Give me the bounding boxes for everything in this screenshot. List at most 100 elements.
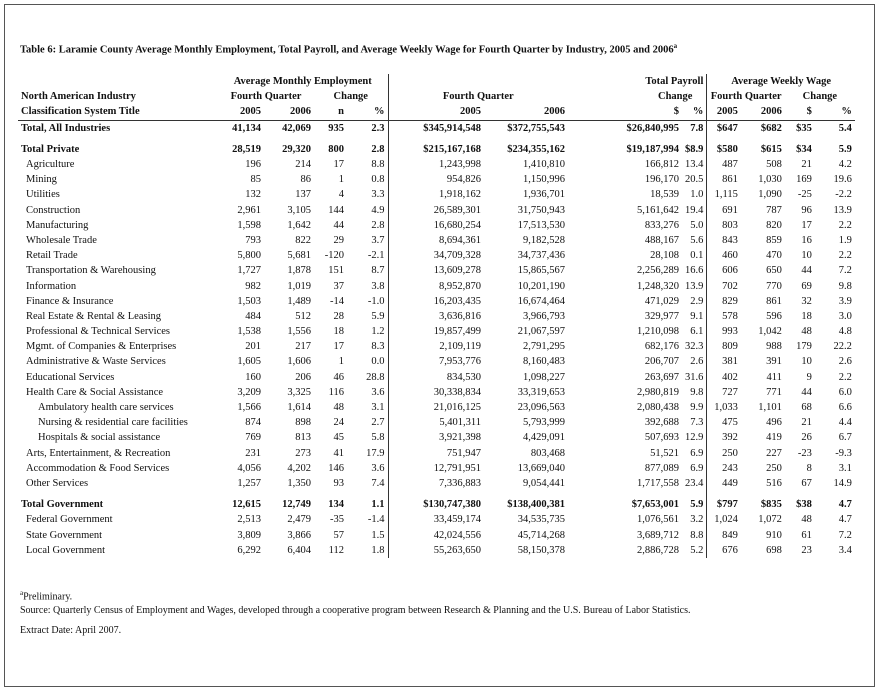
cell-value: 771 (766, 386, 782, 398)
cell-value: 32.3 (682, 339, 708, 355)
cell-value: 484 (245, 310, 261, 322)
cell-value: 1,410,810 (523, 159, 565, 171)
cell-value: 10 (801, 250, 812, 262)
cell-value: $234,355,162 (507, 143, 565, 155)
cell-value: 954,826 (446, 174, 481, 186)
table-row: Wholesale Trade 793 822 29 3.7 8,694,361 9,182… (18, 232, 855, 249)
cell-value: $7,653,001 (631, 499, 679, 511)
cell-value: 3,689,712 (637, 529, 679, 541)
column-header: % (682, 104, 708, 121)
cell-value: 29 (333, 234, 345, 246)
cell-value: 273 (295, 447, 311, 459)
header-row: North American Industry Fourth Quarter C… (18, 89, 855, 105)
cell-value: 769 (245, 432, 261, 444)
cell-value: 1,019 (287, 280, 311, 292)
cell-value: 28,519 (232, 143, 261, 155)
table-row: Mgmt. of Companies & Enterprises 201 217 17… (18, 339, 855, 355)
cell-value: 8,160,483 (523, 356, 565, 368)
subgroup-header: Fourth Quarter (230, 91, 302, 103)
cell-value: -1.0 (347, 293, 389, 309)
row-label: Federal Government (26, 514, 113, 526)
page-frame (4, 4, 875, 687)
cell-value: -14 (330, 295, 344, 307)
cell-value: 3.2 (682, 512, 708, 528)
table-row: Finance & Insurance 1,503 1,489 -14 -1.0 16,2… (18, 293, 855, 309)
cell-value: 34,709,328 (433, 250, 481, 262)
row-label: Nursing & residential care facilities (38, 417, 188, 429)
cell-value: 12,615 (232, 499, 261, 511)
cell-value: 3,866 (287, 529, 311, 541)
cell-value: 1,878 (287, 265, 311, 277)
cell-value: 0.1 (682, 248, 708, 264)
cell-value: 10 (801, 356, 812, 368)
cell-value: 9 (806, 371, 812, 383)
cell-value: 28 (333, 310, 345, 322)
cell-value: 4.8 (838, 326, 852, 338)
cell-value: 227 (766, 447, 782, 459)
cell-value: -120 (324, 250, 344, 262)
cell-value: 3,966,793 (523, 310, 565, 322)
row-label: Professional & Technical Services (26, 326, 170, 338)
cell-value: 1,936,701 (523, 189, 565, 201)
cell-value: 861 (722, 174, 738, 186)
table-row: Real Estate & Rental & Leasing 484 512 28 5.… (18, 308, 855, 324)
cell-value: 250 (766, 462, 782, 474)
cell-value: 132 (245, 189, 261, 201)
cell-value: 8.8 (682, 527, 708, 543)
cell-value: 23 (801, 544, 812, 556)
cell-value: 16.6 (682, 263, 708, 279)
cell-value: 7,336,883 (439, 477, 481, 489)
cell-value: 29,320 (282, 143, 311, 155)
cell-value: 33,319,653 (517, 386, 565, 398)
cell-value: 13.4 (682, 156, 708, 173)
cell-value: 86 (300, 174, 312, 186)
cell-value: 1,918,162 (439, 189, 481, 201)
cell-value: 2.6 (838, 356, 852, 368)
cell-value: 6,404 (287, 544, 311, 556)
cell-value: 1,727 (237, 265, 261, 277)
cell-value: 16 (801, 234, 812, 246)
cell-value: 41,134 (232, 122, 261, 134)
cell-value: 982 (245, 280, 261, 292)
cell-value: 1,101 (758, 402, 782, 414)
cell-value: 6.6 (838, 402, 852, 414)
cell-value: 2,980,819 (637, 386, 679, 398)
cell-value: 7.2 (838, 265, 852, 277)
column-header: $ (784, 104, 815, 121)
cell-value: 19.6 (833, 174, 852, 186)
cell-value: 48 (801, 514, 812, 526)
row-label: Mining (26, 174, 57, 186)
cell-value: $138,400,381 (507, 499, 565, 511)
cell-value: 449 (722, 477, 738, 489)
cell-value: 19.4 (682, 202, 708, 218)
cell-value: 8.3 (347, 339, 389, 355)
cell-value: 698 (766, 544, 782, 556)
cell-value: 9.9 (682, 399, 708, 416)
cell-value: 6.0 (838, 386, 852, 398)
cell-value: 8.7 (347, 263, 389, 279)
cell-value: 22.2 (833, 341, 852, 353)
table-row: Agriculture 196 214 17 8.8 1,243,998 1,410,810… (18, 156, 855, 173)
cell-value: 55,263,650 (433, 544, 481, 556)
cell-value: 3,921,398 (439, 432, 481, 444)
table-row: Health Care & Social Assistance 3,209 3,32… (18, 384, 855, 400)
cell-value: 512 (295, 310, 311, 322)
cell-value: 3.9 (838, 295, 852, 307)
cell-value: 1,030 (758, 174, 782, 186)
cell-value: 17.9 (347, 445, 389, 461)
cell-value: 2.2 (838, 219, 852, 231)
cell-value: 402 (722, 371, 738, 383)
cell-value: $647 (716, 122, 738, 134)
cell-value: -9.3 (835, 447, 852, 459)
cell-value: 250 (722, 447, 738, 459)
row-label: Transportation & Warehousing (26, 265, 156, 277)
cell-value: 1,598 (237, 219, 261, 231)
cell-value: 31.6 (682, 369, 708, 385)
cell-value: 5,161,642 (637, 204, 679, 216)
cell-value: -2.2 (835, 189, 852, 201)
cell-value: 214 (295, 159, 311, 171)
cell-value: 507,693 (644, 432, 679, 444)
cell-value: 5.0 (682, 217, 708, 233)
cell-value: 4.7 (838, 499, 852, 511)
cell-value: 9.8 (838, 280, 852, 292)
